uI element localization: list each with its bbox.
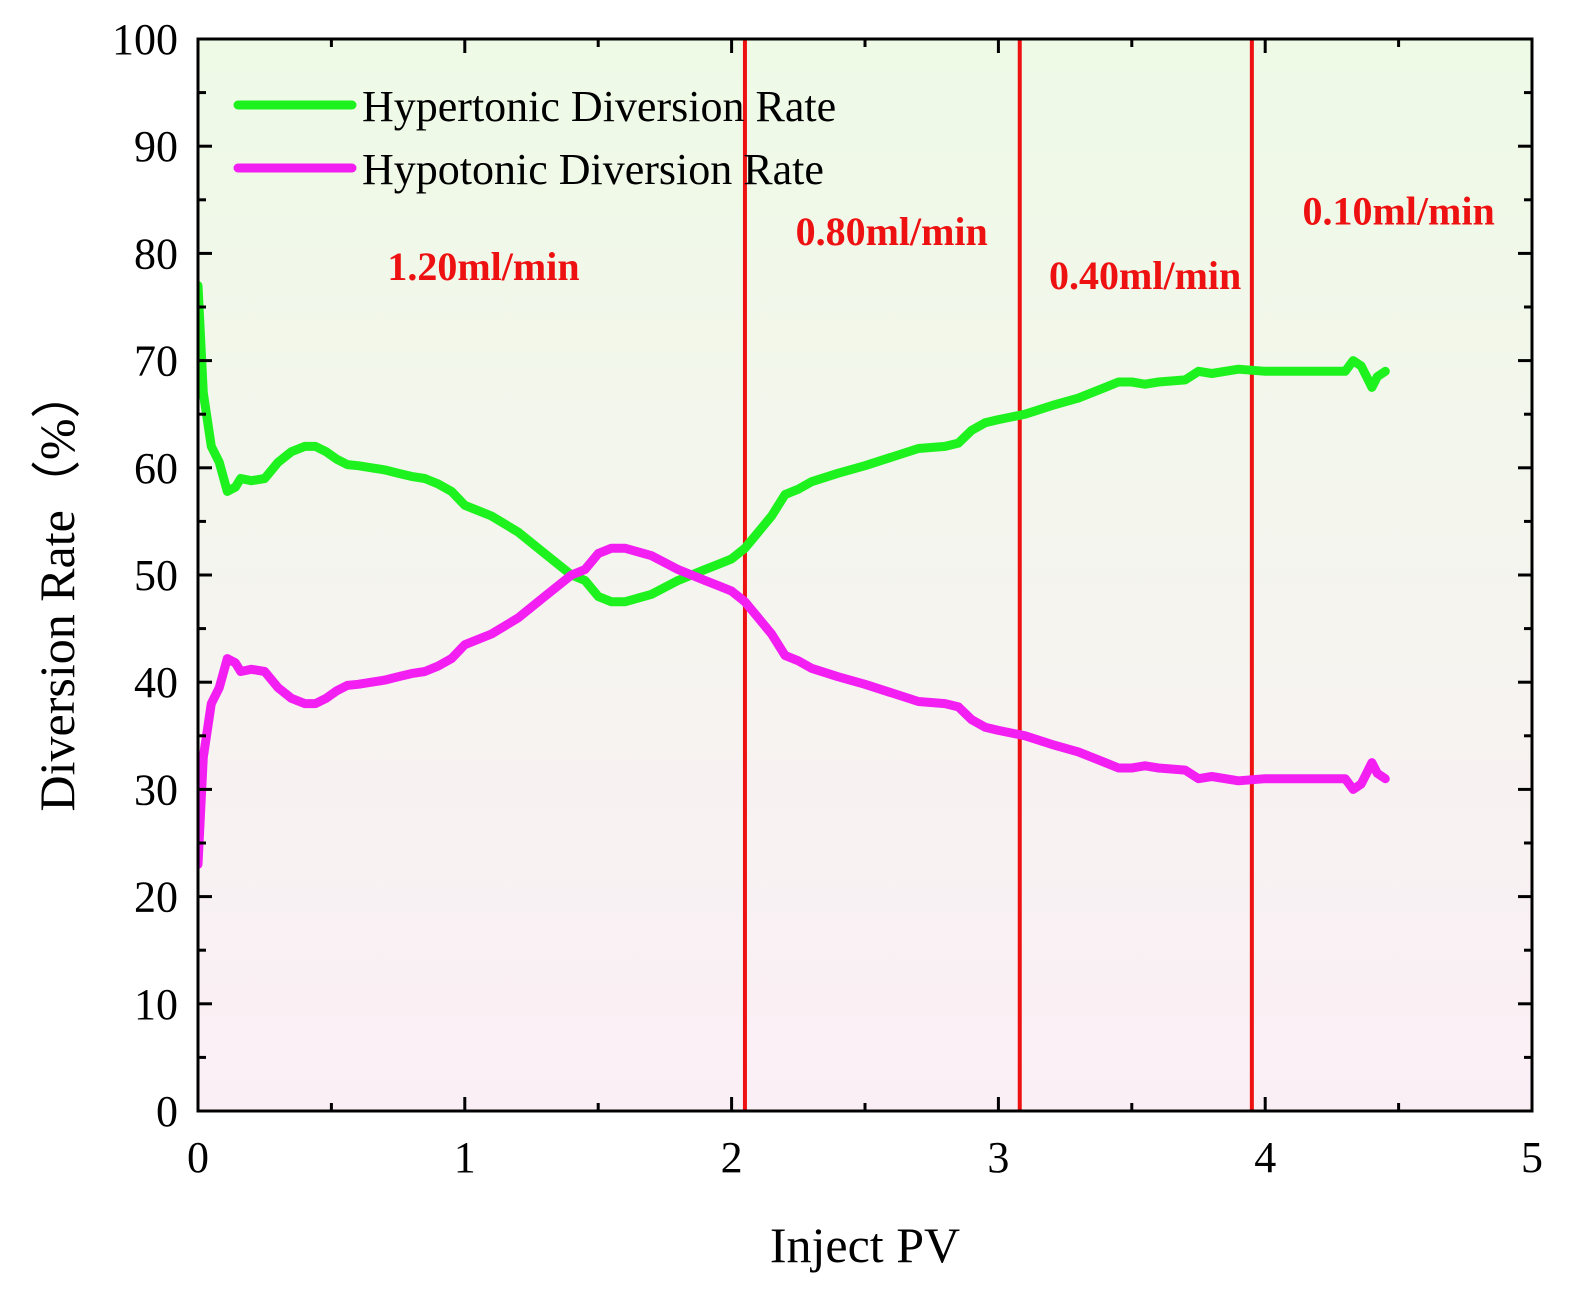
x-tick-label: 3 (987, 1133, 1009, 1182)
y-tick-label: 0 (156, 1087, 178, 1136)
y-axis-title: Diversion Rate（%） (29, 369, 85, 812)
y-tick-label: 60 (134, 444, 178, 493)
axis-ticks (196, 37, 1534, 1113)
flow-rate-labels: 1.20ml/min 0.80ml/min 0.40ml/min 0.10ml/min (387, 188, 1494, 297)
flow-rate-dividers (742, 39, 1254, 1111)
x-tick-label: 2 (721, 1133, 743, 1182)
y-tick-label: 90 (134, 122, 178, 171)
flow-rate-label: 1.20ml/min (387, 244, 579, 289)
hypertonic-series-line (198, 281, 1390, 607)
y-tick-label: 100 (112, 15, 178, 64)
y-tick-label: 20 (134, 873, 178, 922)
x-tick-label: 0 (187, 1133, 209, 1182)
y-tick-label: 50 (134, 551, 178, 600)
flow-rate-label: 0.10ml/min (1302, 188, 1494, 233)
y-tick-label: 80 (134, 229, 178, 278)
x-tick-label: 5 (1521, 1133, 1543, 1182)
y-tick-label: 30 (134, 765, 178, 814)
plot-background (198, 39, 1532, 1111)
x-tick-label: 4 (1254, 1133, 1276, 1182)
x-tick-label: 1 (454, 1133, 476, 1182)
y-tick-label: 40 (134, 658, 178, 707)
legend-label-hypertonic: Hypertonic Diversion Rate (362, 82, 836, 131)
x-tick-labels: 0 1 2 3 4 5 (187, 1133, 1543, 1182)
y-tick-label: 70 (134, 337, 178, 386)
x-axis-title: Inject PV (770, 1217, 960, 1273)
y-tick-label: 10 (134, 980, 178, 1029)
y-tick-labels: 0 10 20 30 40 50 60 70 80 90 100 (112, 15, 178, 1136)
flow-rate-label: 0.80ml/min (796, 209, 988, 254)
flow-rate-label: 0.40ml/min (1049, 253, 1241, 298)
legend-label-hypotonic: Hypotonic Diversion Rate (362, 145, 824, 194)
series-lines (198, 281, 1390, 869)
hypotonic-series-line (198, 543, 1390, 869)
legend: Hypertonic Diversion Rate Hypotonic Dive… (233, 82, 836, 194)
